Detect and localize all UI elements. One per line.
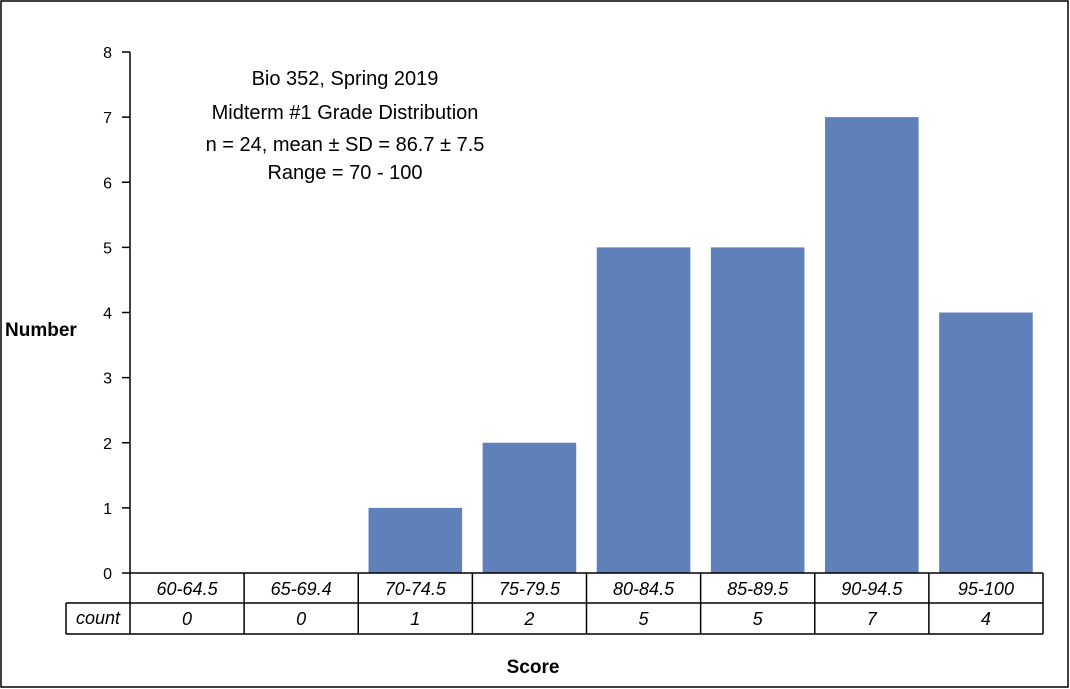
chart-annotation: Bio 352, Spring 2019 Midterm #1 Grade Di…	[206, 68, 485, 184]
x-category-label: 80-84.5	[613, 579, 675, 599]
y-tick-label: 5	[103, 240, 112, 257]
x-category-label: 60-64.5	[157, 579, 219, 599]
annotation-line-2: Midterm #1 Grade Distribution	[212, 102, 479, 124]
y-axis: 0 1 2 3 4 5 6 7 8	[103, 45, 131, 583]
bar-80-84.5	[596, 247, 691, 573]
bars-group	[368, 117, 1033, 573]
annotation-line-1: Bio 352, Spring 2019	[252, 68, 439, 90]
table-count-value: 2	[523, 609, 534, 629]
bar-75-79.5	[482, 442, 577, 573]
y-axis-label: Number	[5, 320, 77, 341]
y-tick-label: 2	[103, 436, 112, 453]
table-count-value: 0	[182, 609, 192, 629]
y-tick-label: 8	[103, 45, 112, 62]
y-tick-label: 4	[103, 306, 112, 323]
x-category-label: 85-89.5	[727, 579, 789, 599]
bar-70-74.5	[368, 507, 463, 573]
y-tick-label: 6	[103, 175, 112, 192]
table-count-value: 5	[639, 609, 650, 629]
bar-85-89.5	[710, 247, 805, 573]
table-count-value: 0	[296, 609, 306, 629]
bar-90-94.5	[825, 117, 919, 573]
annotation-line-3: n = 24, mean ± SD = 86.7 ± 7.5	[206, 134, 485, 156]
x-axis-label: Score	[507, 657, 560, 678]
x-category-label: 65-69.4	[271, 579, 332, 599]
x-category-label: 75-79.5	[499, 579, 561, 599]
table-count-value: 7	[867, 609, 878, 629]
y-tick-label: 3	[103, 371, 112, 388]
annotation-line-4: Range = 70 - 100	[267, 162, 422, 184]
x-category-label: 70-74.5	[385, 579, 447, 599]
y-tick-label: 1	[103, 501, 112, 518]
table-count-value: 1	[410, 609, 420, 629]
table-count-value: 4	[981, 609, 991, 629]
data-table: count 60-64.5 0 65-69.4 0 70-74.5 1 75-79.5 2 80-…	[65, 572, 1044, 635]
y-tick-label: 0	[103, 566, 112, 583]
table-count-value: 5	[753, 609, 764, 629]
table-row-label: count	[76, 608, 121, 628]
y-tick-label: 7	[103, 110, 112, 127]
bar-95-100	[939, 312, 1033, 573]
x-category-label: 95-100	[958, 579, 1014, 599]
x-category-label: 90-94.5	[841, 579, 903, 599]
